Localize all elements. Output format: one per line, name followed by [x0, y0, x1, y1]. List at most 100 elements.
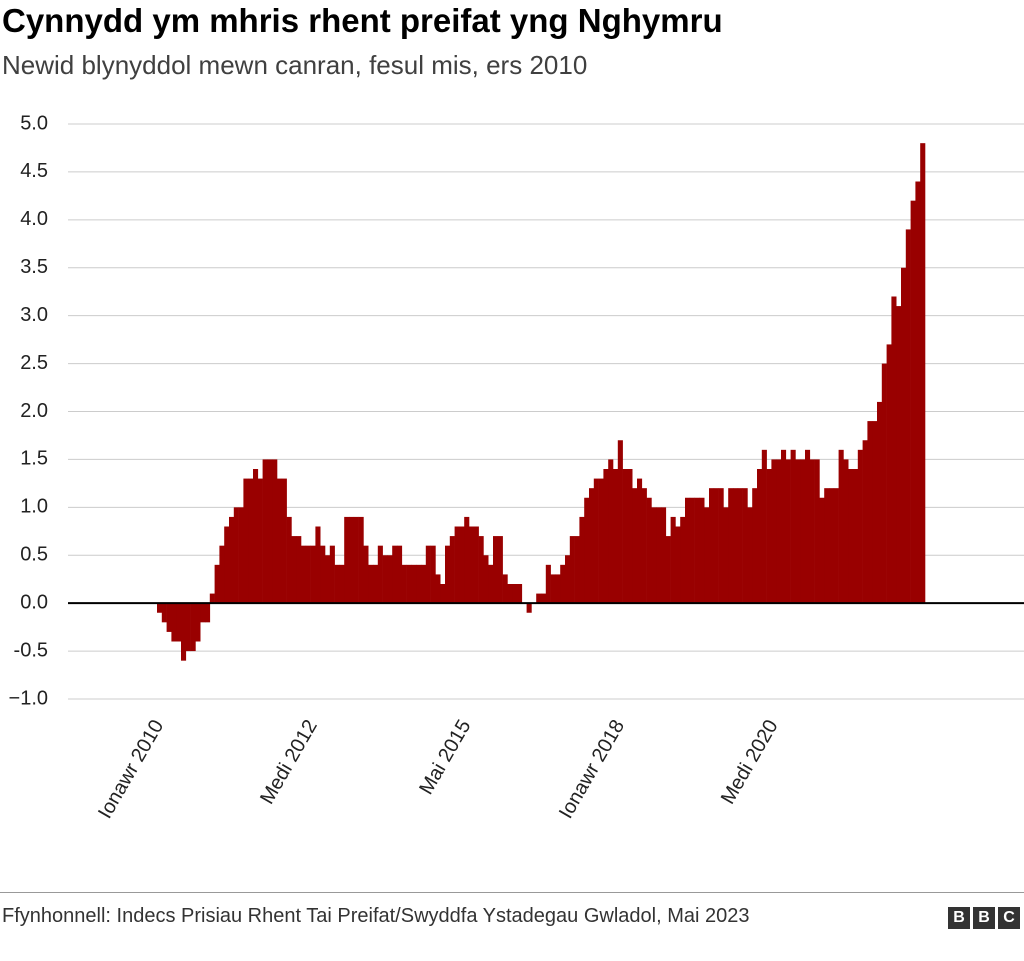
bar — [584, 497, 590, 604]
bar — [617, 440, 623, 604]
bar — [848, 469, 854, 604]
bar — [185, 603, 191, 652]
y-tick-label: 2.0 — [20, 400, 48, 422]
bar — [440, 584, 446, 604]
bar — [665, 536, 671, 604]
bar — [550, 574, 556, 604]
bar — [651, 507, 657, 604]
bar — [507, 584, 513, 604]
bar — [430, 545, 436, 604]
bar — [809, 459, 815, 604]
bar — [353, 516, 359, 604]
bar — [776, 459, 782, 604]
bar — [310, 545, 316, 604]
y-tick-label: 1.5 — [20, 448, 48, 470]
bar — [891, 296, 897, 604]
x-tick-label: Ionawr 2018 — [555, 716, 629, 822]
bar — [800, 459, 806, 604]
bar — [704, 507, 710, 604]
bar — [569, 536, 575, 604]
bar — [742, 488, 748, 604]
bar — [761, 449, 767, 604]
bar — [747, 507, 753, 604]
bar — [833, 488, 839, 604]
bar — [819, 497, 825, 604]
bar — [915, 181, 921, 604]
footer-rule — [0, 892, 1024, 893]
bar — [205, 603, 211, 623]
chart-title: Cynnydd ym mhris rhent preifat yng Nghym… — [2, 2, 723, 39]
bar — [766, 469, 772, 604]
y-tick-label: 4.5 — [20, 160, 48, 182]
bar — [737, 488, 743, 604]
bar — [320, 545, 326, 604]
bar — [685, 497, 691, 604]
bar — [281, 478, 287, 604]
y-tick-label: 4.0 — [20, 208, 48, 230]
bar — [613, 469, 619, 604]
bar — [291, 536, 297, 604]
chart: −1.0 -0.5 0.0 0.5 1.0 1.5 2.0 2.5 3.0 3.5 4.0 4.5 5.… — [9, 112, 1024, 822]
y-tick-label: 2.5 — [20, 352, 48, 374]
bar — [238, 507, 244, 604]
bar — [176, 603, 182, 642]
bar — [877, 401, 883, 604]
bar — [675, 526, 681, 604]
bar — [709, 488, 715, 604]
bar — [824, 488, 830, 604]
bar — [905, 229, 911, 604]
bar — [838, 449, 844, 604]
bar — [272, 459, 278, 604]
bar — [358, 516, 364, 604]
bar — [814, 459, 820, 604]
bar — [277, 478, 283, 604]
bar — [593, 478, 599, 604]
logo-letter: C — [998, 907, 1020, 929]
bar — [670, 516, 676, 604]
bar — [166, 603, 172, 632]
bar — [910, 200, 916, 604]
y-tick-label: -0.5 — [14, 639, 48, 661]
bar — [161, 603, 167, 623]
bar — [641, 488, 647, 604]
bar — [896, 306, 902, 604]
bar — [699, 497, 705, 604]
bar — [397, 545, 403, 604]
bar — [608, 459, 614, 604]
y-tick-label: 5.0 — [20, 112, 48, 134]
logo-letter: B — [948, 907, 970, 929]
bar — [425, 545, 431, 604]
bar — [862, 440, 868, 604]
bar — [493, 536, 499, 604]
y-tick-label: 3.5 — [20, 256, 48, 278]
bar — [541, 593, 547, 604]
bar — [560, 564, 566, 604]
bar — [416, 564, 422, 604]
bar — [171, 603, 177, 642]
bar — [190, 603, 196, 652]
bar — [334, 564, 340, 604]
bar — [464, 516, 470, 604]
bar — [790, 449, 796, 604]
y-tick-label: 0.0 — [20, 591, 48, 613]
bar — [579, 516, 585, 604]
source-note: Ffynhonnell: Indecs Prisiau Rhent Tai Pr… — [2, 905, 750, 927]
bar — [632, 488, 638, 604]
bar — [478, 536, 484, 604]
bar — [622, 469, 628, 604]
bar — [565, 555, 571, 604]
bar — [545, 564, 551, 604]
x-tick-label: Medi 2012 — [256, 716, 322, 808]
bar — [209, 593, 215, 604]
bar — [757, 469, 763, 604]
bar — [229, 516, 235, 604]
bar — [857, 449, 863, 604]
bar — [718, 488, 724, 604]
bar — [248, 478, 254, 604]
bar — [382, 555, 388, 604]
x-tick-label: Mai 2015 — [415, 716, 475, 798]
bar — [200, 603, 206, 623]
bar — [363, 545, 369, 604]
bar — [262, 459, 268, 604]
bar — [267, 459, 273, 604]
